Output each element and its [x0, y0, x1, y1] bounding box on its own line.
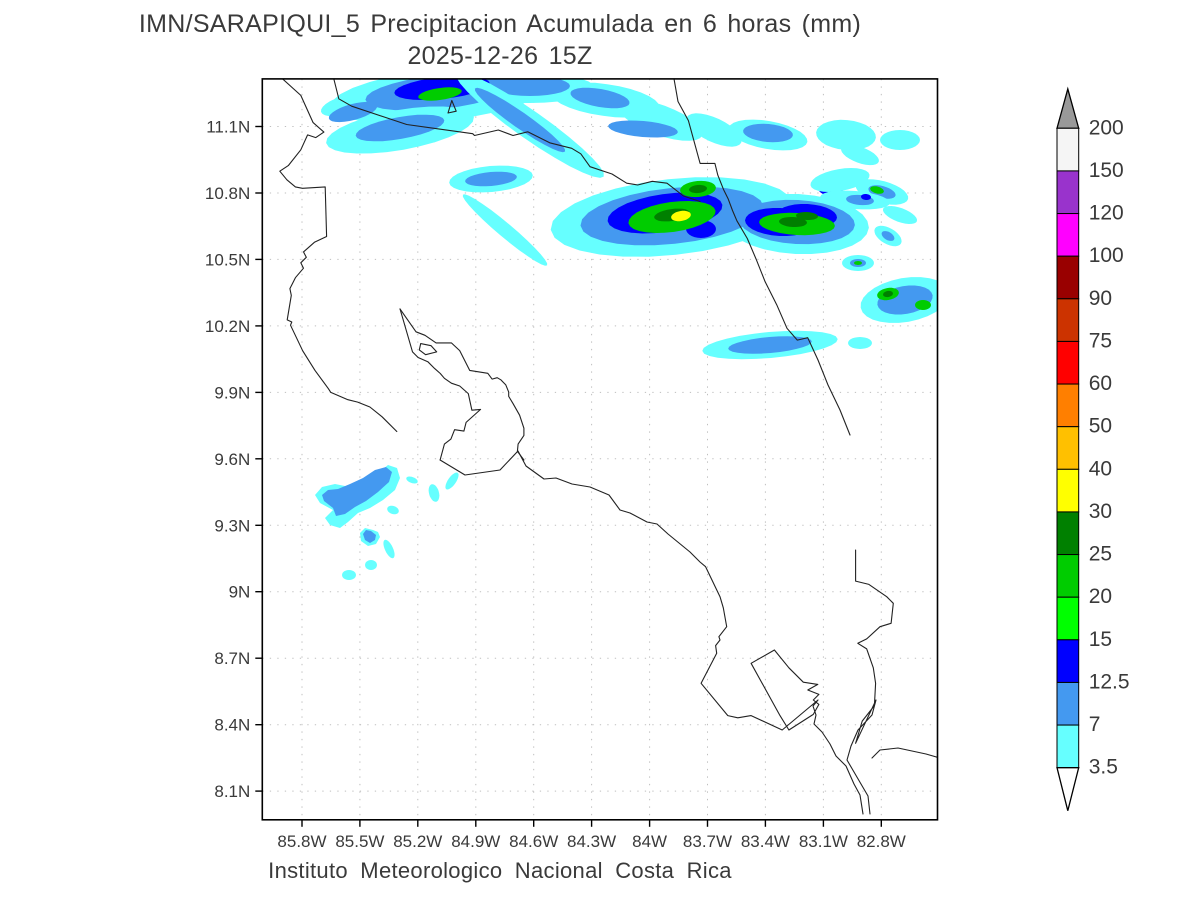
svg-text:9N: 9N: [229, 583, 251, 602]
svg-text:84W: 84W: [632, 832, 667, 851]
svg-text:84.6W: 84.6W: [509, 832, 558, 851]
svg-text:85.8W: 85.8W: [277, 832, 326, 851]
svg-text:83.7W: 83.7W: [683, 832, 732, 851]
svg-text:10.2N: 10.2N: [205, 317, 250, 336]
svg-text:7: 7: [1089, 713, 1101, 736]
svg-text:150: 150: [1089, 159, 1124, 182]
svg-text:20: 20: [1089, 585, 1112, 608]
svg-text:90: 90: [1089, 287, 1112, 310]
svg-text:9.6N: 9.6N: [214, 450, 250, 469]
svg-text:200: 200: [1089, 116, 1124, 139]
svg-text:15: 15: [1089, 628, 1112, 651]
svg-text:8.4N: 8.4N: [214, 716, 250, 735]
svg-text:11.1N: 11.1N: [206, 118, 250, 137]
svg-text:85.5W: 85.5W: [335, 832, 384, 851]
svg-text:83.4W: 83.4W: [741, 832, 790, 851]
svg-text:40: 40: [1089, 457, 1112, 480]
svg-text:8.1N: 8.1N: [214, 782, 250, 801]
svg-text:9.3N: 9.3N: [214, 516, 250, 535]
svg-text:84.3W: 84.3W: [567, 832, 616, 851]
svg-text:12.5: 12.5: [1089, 670, 1130, 693]
svg-text:10.8N: 10.8N: [205, 184, 250, 203]
svg-text:8.7N: 8.7N: [214, 649, 250, 668]
svg-text:82.8W: 82.8W: [857, 832, 906, 851]
svg-text:84.9W: 84.9W: [451, 832, 500, 851]
svg-text:9.9N: 9.9N: [214, 383, 250, 402]
svg-text:83.1W: 83.1W: [799, 832, 848, 851]
svg-text:30: 30: [1089, 500, 1112, 523]
svg-text:3.5: 3.5: [1089, 756, 1118, 779]
svg-text:75: 75: [1089, 329, 1112, 352]
svg-text:120: 120: [1089, 202, 1124, 225]
svg-text:85.2W: 85.2W: [393, 832, 442, 851]
svg-text:25: 25: [1089, 543, 1112, 566]
svg-text:50: 50: [1089, 415, 1112, 438]
svg-text:100: 100: [1089, 244, 1124, 267]
svg-text:60: 60: [1089, 372, 1112, 395]
svg-text:10.5N: 10.5N: [205, 250, 250, 269]
